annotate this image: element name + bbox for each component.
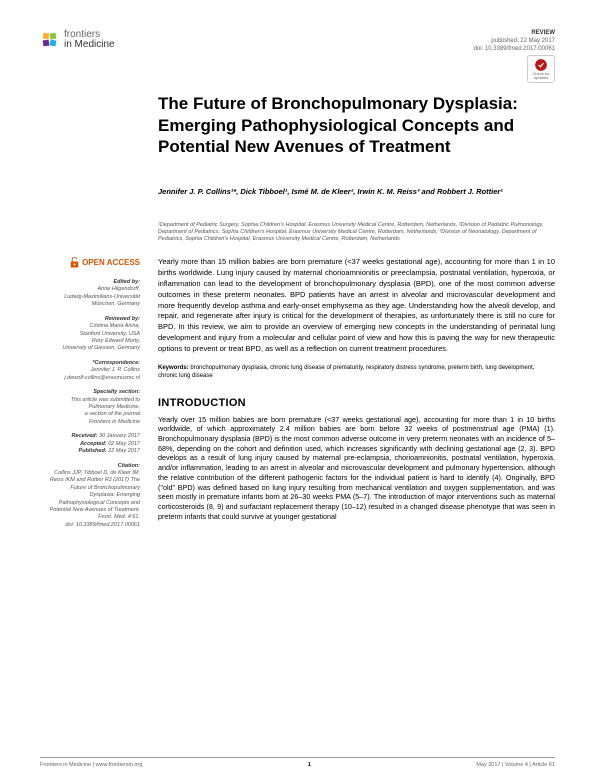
correspondence-label: *Correspondence: bbox=[40, 360, 140, 367]
published-date-side: 22 May 2017 bbox=[108, 448, 140, 454]
abstract: Yearly more than 15 million babies are b… bbox=[158, 257, 555, 355]
correspondence: Jennifer J. P. Collins j.dewolf-collins@… bbox=[40, 367, 140, 382]
citation: Collins JJP, Tibboel D, de Kleer IM, Rei… bbox=[40, 470, 140, 529]
citation-label: Citation: bbox=[40, 463, 140, 470]
logo-line2: in Medicine bbox=[64, 40, 115, 50]
frontiers-logo-icon bbox=[40, 30, 60, 50]
author-list: Jennifer J. P. Collins¹*, Dick Tibboel¹,… bbox=[158, 187, 555, 198]
page-footer: Frontiers in Medicine | www.frontiersin.… bbox=[40, 757, 555, 768]
lock-open-icon bbox=[70, 257, 79, 269]
received-date: 30 January 2017 bbox=[99, 433, 140, 439]
journal-logo: frontiers in Medicine bbox=[40, 30, 115, 50]
check-updates-badge[interactable]: Check for updates bbox=[527, 55, 555, 83]
received-label: Received: bbox=[71, 433, 97, 439]
doi: doi: 10.3389/fmed.2017.00061 bbox=[474, 46, 555, 54]
introduction-heading: INTRODUCTION bbox=[158, 397, 555, 409]
footer-right: May 2017 | Volume 4 | Article 61 bbox=[476, 762, 555, 768]
article-type: REVIEW bbox=[474, 30, 555, 38]
accepted-date: 02 May 2017 bbox=[108, 441, 140, 447]
edited-by-label: Edited by: bbox=[40, 279, 140, 286]
keywords-block: Keywords: bronchopulmonary dysplasia, ch… bbox=[158, 365, 555, 381]
header: frontiers in Medicine REVIEW published: … bbox=[40, 30, 555, 53]
page-number: 1 bbox=[308, 762, 311, 768]
specialty-label: Specialty section: bbox=[40, 389, 140, 396]
published-label: Published: bbox=[79, 448, 107, 454]
main-column: Yearly more than 15 million babies are b… bbox=[158, 257, 555, 529]
reviewed-by: Cristina Maria Alvira, Stanford Universi… bbox=[40, 323, 140, 353]
crossmark-icon bbox=[534, 58, 548, 72]
sidebar: OPEN ACCESS Edited by: Anne Hilgendorff,… bbox=[40, 257, 140, 529]
introduction-body: Yearly over 15 million babies are born p… bbox=[158, 415, 555, 522]
footer-left: Frontiers in Medicine | www.frontiersin.… bbox=[40, 762, 142, 768]
keywords-label: Keywords: bbox=[158, 365, 189, 371]
published-date: published: 22 May 2017 bbox=[474, 38, 555, 46]
keywords-list: bronchopulmonary dysplasia, chronic lung… bbox=[158, 365, 534, 379]
specialty: This article was submitted to Pulmonary … bbox=[40, 397, 140, 427]
article-title: The Future of Bronchopulmonary Dysplasia… bbox=[158, 93, 555, 157]
header-meta: REVIEW published: 22 May 2017 doi: 10.33… bbox=[474, 30, 555, 53]
edited-by: Anne Hilgendorff, Ludwig-Maximilians-Uni… bbox=[40, 286, 140, 308]
accepted-label: Accepted: bbox=[80, 441, 107, 447]
reviewed-by-label: Reviewed by: bbox=[40, 316, 140, 323]
affiliations: ¹Department of Pediatric Surgery, Sophia… bbox=[158, 222, 555, 243]
open-access-badge: OPEN ACCESS bbox=[40, 257, 140, 269]
